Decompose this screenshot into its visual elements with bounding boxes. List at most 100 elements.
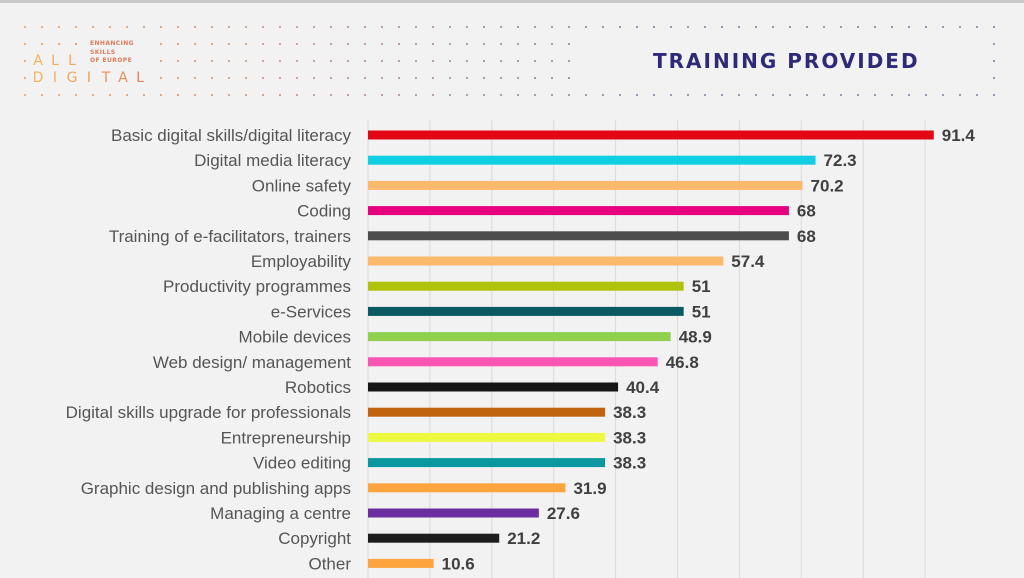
- decorative-dot: [754, 25, 758, 29]
- top-border: [0, 0, 1024, 3]
- decorative-dot: [193, 93, 197, 97]
- decorative-dot: [193, 25, 197, 29]
- decorative-dot: [227, 76, 231, 80]
- decorative-dot: [210, 93, 214, 97]
- decorative-dot: [91, 25, 95, 29]
- decorative-dot: [975, 25, 979, 29]
- bar: [368, 231, 789, 241]
- decorative-dot: [499, 76, 503, 80]
- decorative-dot: [992, 42, 996, 46]
- decorative-dot: [448, 42, 452, 46]
- decorative-dot: [618, 25, 622, 29]
- decorative-dot: [482, 42, 486, 46]
- decorative-dot: [244, 93, 248, 97]
- decorative-dot: [397, 76, 401, 80]
- decorative-dot: [652, 93, 656, 97]
- decorative-dot: [533, 42, 537, 46]
- decorative-dot: [295, 42, 299, 46]
- bar: [368, 533, 500, 543]
- value-label: 40.4: [626, 378, 660, 397]
- category-label: Online safety: [252, 176, 352, 195]
- decorative-dot: [346, 93, 350, 97]
- decorative-dot: [550, 25, 554, 29]
- decorative-dot: [414, 59, 418, 63]
- decorative-dot: [23, 59, 27, 63]
- decorative-dot: [805, 25, 809, 29]
- decorative-dot: [669, 25, 673, 29]
- decorative-dot: [278, 59, 282, 63]
- decorative-dot: [482, 76, 486, 80]
- decorative-dot: [754, 93, 758, 97]
- decorative-dot: [822, 93, 826, 97]
- decorative-dot: [856, 93, 860, 97]
- category-label: Robotics: [285, 378, 351, 397]
- category-label: Mobile devices: [239, 328, 351, 347]
- decorative-dot: [312, 93, 316, 97]
- decorative-dot: [312, 42, 316, 46]
- bar: [368, 155, 816, 165]
- decorative-dot: [873, 25, 877, 29]
- decorative-dot: [227, 42, 231, 46]
- decorative-dot: [193, 59, 197, 63]
- decorative-dot: [210, 42, 214, 46]
- decorative-dot: [482, 93, 486, 97]
- decorative-dot: [261, 76, 265, 80]
- decorative-dot: [397, 93, 401, 97]
- decorative-dot: [57, 93, 61, 97]
- bar: [368, 382, 619, 392]
- decorative-dot: [414, 42, 418, 46]
- decorative-dot: [261, 25, 265, 29]
- decorative-dot: [567, 93, 571, 97]
- decorative-dot: [142, 93, 146, 97]
- decorative-dot: [465, 25, 469, 29]
- logo-line2-letter: A: [118, 70, 128, 86]
- decorative-dot: [227, 93, 231, 97]
- decorative-dot: [873, 93, 877, 97]
- decorative-dot: [244, 59, 248, 63]
- decorative-dot: [652, 25, 656, 29]
- decorative-dot: [159, 42, 163, 46]
- decorative-dot: [482, 59, 486, 63]
- category-label: Digital skills upgrade for professionals: [66, 403, 351, 422]
- decorative-dot: [992, 76, 996, 80]
- decorative-dot: [533, 59, 537, 63]
- decorative-dot: [516, 93, 520, 97]
- decorative-dot: [295, 59, 299, 63]
- decorative-dot: [992, 93, 996, 97]
- decorative-dot: [329, 76, 333, 80]
- decorative-dot: [312, 25, 316, 29]
- decorative-dot: [533, 93, 537, 97]
- decorative-dot: [193, 76, 197, 80]
- decorative-dot: [176, 76, 180, 80]
- category-label: Web design/ management: [153, 353, 351, 372]
- decorative-dot: [550, 42, 554, 46]
- decorative-dot: [533, 76, 537, 80]
- decorative-dot: [261, 59, 265, 63]
- decorative-dot: [40, 93, 44, 97]
- decorative-dot: [278, 76, 282, 80]
- bar: [368, 281, 684, 291]
- decorative-dot: [57, 25, 61, 29]
- decorative-dot: [210, 25, 214, 29]
- decorative-dot: [601, 93, 605, 97]
- decorative-dot: [992, 25, 996, 29]
- decorative-dot: [720, 93, 724, 97]
- decorative-dot: [295, 93, 299, 97]
- decorative-dot: [975, 93, 979, 97]
- bar: [368, 432, 606, 442]
- decorative-dot: [159, 25, 163, 29]
- value-label: 46.8: [666, 353, 699, 372]
- decorative-dot: [278, 93, 282, 97]
- value-label: 57.4: [731, 252, 765, 271]
- decorative-dot: [703, 93, 707, 97]
- decorative-dot: [244, 25, 248, 29]
- category-label: Digital media literacy: [194, 151, 351, 170]
- decorative-dot: [516, 76, 520, 80]
- decorative-dot: [465, 93, 469, 97]
- decorative-dot: [312, 59, 316, 63]
- decorative-dot: [346, 25, 350, 29]
- decorative-dot: [346, 42, 350, 46]
- decorative-dot: [227, 25, 231, 29]
- decorative-dot: [244, 42, 248, 46]
- page-title: TRAINING PROVIDED: [653, 49, 920, 73]
